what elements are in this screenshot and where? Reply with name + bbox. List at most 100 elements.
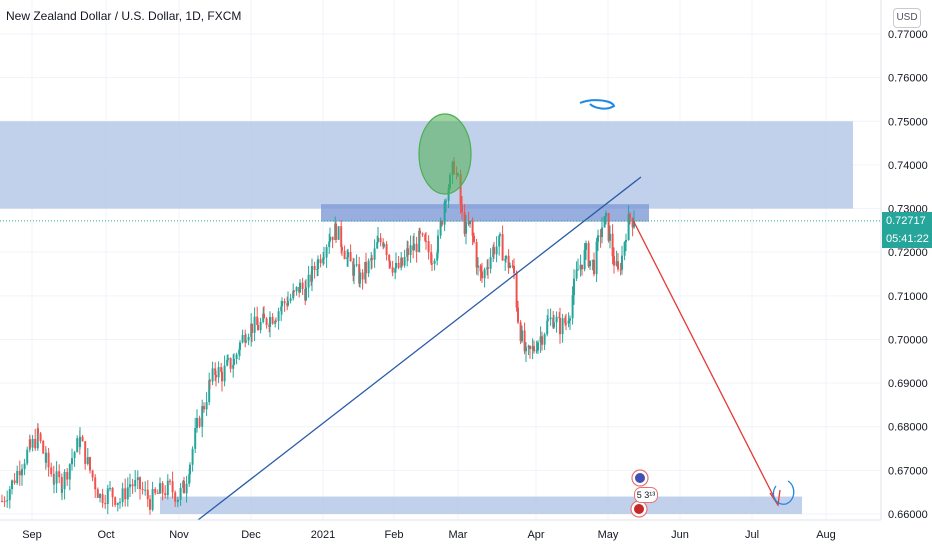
price-tick-label: 0.67000 (888, 465, 928, 477)
candle-body (564, 318, 567, 324)
candle-body (581, 264, 583, 270)
candle-body (498, 235, 501, 247)
candle-body (331, 236, 334, 241)
candle-body (81, 436, 84, 442)
candle-body (220, 367, 223, 372)
candle-body (529, 345, 531, 350)
candle-body (131, 484, 134, 487)
candle-body (217, 367, 220, 378)
trendline (197, 176, 642, 521)
candle-body (241, 334, 244, 343)
candle-body (525, 347, 527, 352)
candle-body (214, 368, 217, 375)
candle-body (73, 452, 76, 459)
candle-body (86, 457, 89, 464)
candle-body (311, 266, 313, 282)
projection-arrow (632, 219, 779, 506)
candle-body (18, 470, 21, 476)
candle-body (229, 358, 232, 369)
candle-body (238, 349, 241, 355)
candle-body (465, 221, 467, 234)
candle-body (631, 217, 634, 228)
candle-body (379, 237, 382, 243)
candle-body (295, 286, 298, 292)
candle-body (361, 272, 364, 280)
candle-body (84, 441, 87, 464)
candle-body (343, 250, 346, 260)
candle-body (493, 247, 495, 255)
candle-body (191, 448, 194, 465)
candle-body (587, 243, 590, 267)
candle-body (353, 264, 355, 276)
candle-body (47, 452, 50, 468)
candle-body (159, 483, 161, 494)
candle-body (129, 484, 131, 488)
candle-body (287, 300, 289, 306)
candle-body (169, 480, 171, 482)
candle-body (437, 235, 439, 253)
candle-body (583, 249, 586, 270)
candle-body (211, 368, 214, 382)
candle-body (319, 259, 322, 264)
candle-body (16, 470, 19, 483)
candle-body (546, 320, 549, 335)
candle-body (539, 336, 542, 343)
candle-body (259, 321, 262, 331)
candle-body (198, 417, 201, 427)
candle-body (431, 263, 433, 265)
candle-body (527, 345, 530, 348)
price-tick-label: 0.71000 (888, 291, 928, 303)
candle-body (76, 438, 79, 453)
candle-body (477, 265, 479, 268)
candle-body (549, 317, 552, 320)
price-tick-label: 0.68000 (888, 422, 928, 434)
drawings (0, 99, 881, 521)
candle-body (141, 488, 144, 491)
candle-body (507, 255, 510, 268)
candle-body (293, 290, 295, 292)
candle-body (447, 188, 450, 201)
candle-body (394, 268, 397, 273)
candle-body (55, 471, 58, 484)
time-tick-label: 2021 (311, 529, 335, 541)
candle-body (475, 242, 478, 268)
candle-body (597, 235, 599, 242)
candle-body (504, 259, 507, 261)
candle-body (561, 318, 564, 335)
candle-body (89, 457, 91, 471)
candle-body (256, 316, 259, 325)
candle-body (116, 502, 119, 505)
candle-body (104, 503, 107, 505)
candle-body (221, 371, 223, 382)
candle-body (26, 449, 29, 464)
currency-button[interactable]: USD (893, 8, 921, 28)
scribble-marker (579, 99, 616, 110)
candle-body (194, 428, 197, 449)
candle-body (425, 240, 427, 242)
candle-body (94, 477, 97, 490)
candle-body (531, 346, 534, 350)
time-tick-label: Mar (449, 529, 468, 541)
candle-body (50, 467, 53, 474)
candle-body (45, 452, 47, 463)
candle-body (553, 322, 555, 328)
candle-body (625, 239, 627, 243)
candle-body (397, 262, 400, 268)
candle-body (58, 471, 61, 478)
candle-body (109, 487, 111, 489)
candle-body (469, 221, 471, 225)
candle-body (263, 313, 265, 319)
events-badge[interactable]: 5 3¹³ (634, 487, 658, 503)
candle-body (289, 298, 292, 301)
candle-body (459, 174, 462, 205)
candle-body (359, 272, 361, 284)
candle-body (505, 255, 507, 260)
price-tick-label: 0.77000 (888, 29, 928, 41)
candle-body (535, 350, 538, 352)
price-tick-label: 0.69000 (888, 378, 928, 390)
candle-body (463, 212, 466, 234)
candle-body (189, 464, 191, 475)
candle-body (388, 255, 391, 262)
candle-body (433, 260, 436, 264)
